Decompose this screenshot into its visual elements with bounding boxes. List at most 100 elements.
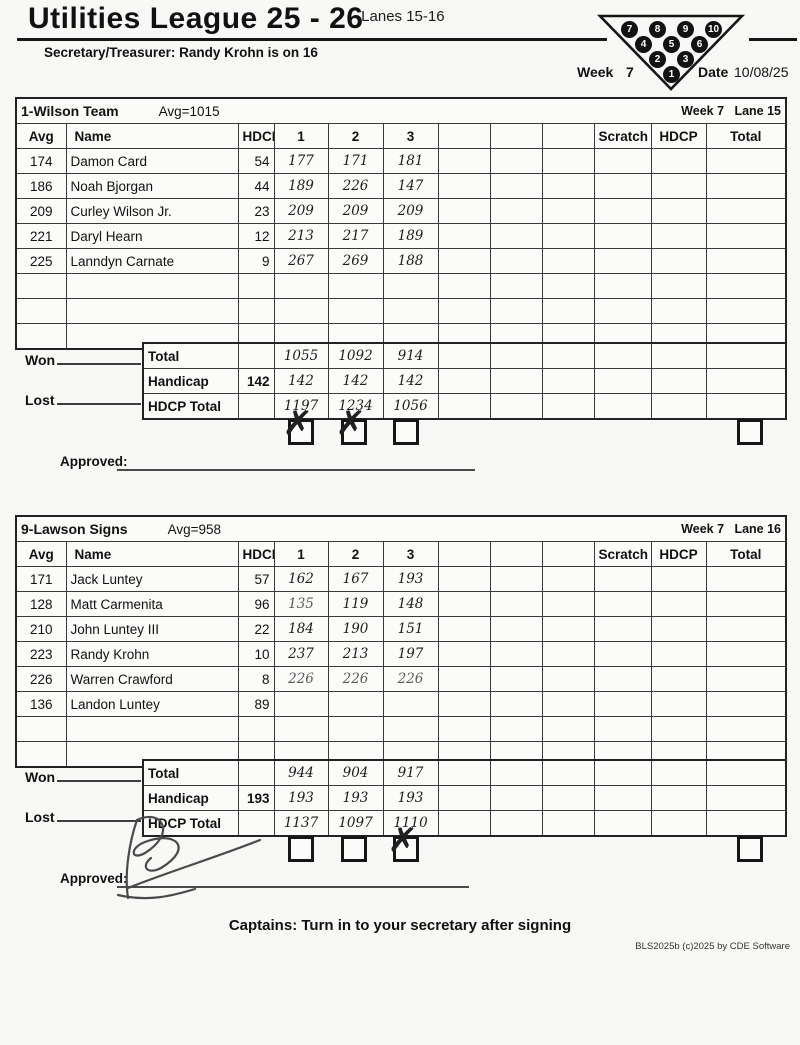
col-name: Name [65, 541, 239, 567]
col-scratch: Scratch [593, 123, 652, 149]
game2-score: 190 [327, 616, 384, 642]
x-mark: ✗ [334, 403, 367, 445]
player-hdcp: 57 [237, 566, 275, 592]
handicap-row: Handicap 193 193 193 193 [142, 785, 787, 811]
hdcp-total-g1: 1197 [273, 393, 329, 420]
game1-score: 226 [273, 666, 329, 692]
game3-win-checkbox: ✗ [387, 820, 419, 862]
total-g2: 1092 [327, 342, 384, 369]
player-avg: 174 [15, 148, 67, 174]
player-row: 221 Daryl Hearn 12 213 217 189 [15, 223, 787, 249]
approved-label: Approved: [60, 454, 128, 469]
player-avg: 210 [15, 616, 67, 642]
x-mark: ✗ [386, 820, 419, 862]
player-avg: 209 [15, 198, 67, 224]
player-name: Jack Luntey [65, 566, 239, 592]
game2-score: 209 [327, 198, 384, 224]
player-hdcp: 89 [237, 691, 275, 717]
hdcp-total-row: HDCP Total 1197 1234 1056 [142, 393, 787, 420]
col-game2: 2 [327, 123, 384, 149]
col-game2: 2 [327, 541, 384, 567]
game1-score: 135 [273, 591, 329, 617]
team2-week-lane: Week 7 Lane 16 [681, 522, 781, 536]
won-line [57, 768, 142, 782]
pin-1: 1 [663, 66, 680, 83]
player-name: Randy Krohn [65, 641, 239, 667]
handicap-g1: 142 [273, 368, 329, 394]
game3-score: 197 [382, 641, 439, 667]
pin-6: 6 [691, 36, 708, 53]
game3-score [382, 691, 439, 717]
lost-line [56, 808, 141, 822]
team2-avg: Avg=958 [167, 521, 222, 537]
total-row-label: Total [142, 342, 239, 369]
handicap-printed: 193 [237, 785, 275, 811]
game2-win-checkbox: ✗ [335, 403, 367, 445]
week-label: Week [577, 64, 614, 80]
team1-name: 1-Wilson Team [21, 103, 119, 119]
game2-score: 226 [327, 173, 384, 199]
team1-week-lane: Week 7 Lane 15 [681, 104, 781, 118]
team1-titlebar: 1-Wilson Team Avg=1015 Week 7 Lane 15 [21, 103, 781, 119]
player-hdcp: 96 [237, 591, 275, 617]
game2-score: 213 [327, 641, 384, 667]
date-label: Date [698, 64, 729, 80]
player-row: 225 Lanndyn Carnate 9 267 269 188 [15, 248, 787, 274]
game1-score: 162 [273, 566, 329, 592]
handicap-row-label: Handicap [142, 368, 239, 394]
won-line [57, 351, 142, 365]
total-g1: 1055 [273, 342, 329, 369]
player-name: Landon Luntey [65, 691, 239, 717]
player-row: 223 Randy Krohn 10 237 213 197 [15, 641, 787, 667]
player-hdcp: 8 [237, 666, 275, 692]
secretary-line: Secretary/Treasurer: Randy Krohn is on 1… [44, 45, 318, 60]
game1-score: 267 [273, 248, 329, 274]
col-avg: Avg [15, 123, 67, 149]
game3-score: 148 [382, 591, 439, 617]
player-row: 136 Landon Luntey 89 [15, 691, 787, 717]
approved-signature-line [117, 469, 475, 471]
player-row: 209 Curley Wilson Jr. 23 209 209 209 [15, 198, 787, 224]
game1-score [273, 691, 329, 717]
team2-titlebar: 9-Lawson Signs Avg=958 Week 7 Lane 16 [21, 521, 781, 537]
player-name: Noah Bjorgan [65, 173, 239, 199]
handicap-printed: 142 [237, 368, 275, 394]
column-header-row: Avg Name HDCP 1 2 3 Scratch HDCP Total [15, 541, 787, 567]
col-game3: 3 [382, 541, 439, 567]
hdcp-total-row-label: HDCP Total [142, 393, 239, 420]
lost-label: Lost [25, 808, 141, 825]
player-name: Warren Crawford [65, 666, 239, 692]
game1-win-checkbox [288, 836, 314, 862]
player-name: Damon Card [65, 148, 239, 174]
lanes-note: - Lanes 15-16 [352, 8, 445, 25]
hdcp-total-g1: 1137 [273, 810, 329, 837]
player-name: Matt Carmenita [65, 591, 239, 617]
team1-totals-table: Total 1055 1092 914 Handicap 142 142 142… [142, 342, 787, 420]
handicap-g2: 142 [327, 368, 384, 394]
game3-score: 188 [382, 248, 439, 274]
game3-score: 209 [382, 198, 439, 224]
game1-score: 237 [273, 641, 329, 667]
col-game1: 1 [273, 123, 329, 149]
player-row: 128 Matt Carmenita 96 135 119 148 [15, 591, 787, 617]
hdcp-total-g2: 1097 [327, 810, 384, 837]
game2-win-checkbox [341, 836, 367, 862]
player-row: 174 Damon Card 54 177 171 181 [15, 148, 787, 174]
pin-triangle-outline [596, 14, 746, 91]
player-row: 226 Warren Crawford 8 226 226 226 [15, 666, 787, 692]
total-g1: 944 [273, 759, 329, 786]
week-value: 7 [626, 64, 634, 80]
team1-score-table: 1-Wilson Team Avg=1015 Week 7 Lane 15 Av… [15, 97, 787, 350]
approved-label: Approved: [60, 871, 128, 886]
game3-score: 189 [382, 223, 439, 249]
game2-score: 226 [327, 666, 384, 692]
player-avg: 226 [15, 666, 67, 692]
team2-score-table: 9-Lawson Signs Avg=958 Week 7 Lane 16 Av… [15, 515, 787, 768]
game3-score: 226 [382, 666, 439, 692]
won-label: Won [25, 768, 142, 785]
handicap-g2: 193 [327, 785, 384, 811]
game2-score [327, 691, 384, 717]
column-header-row: Avg Name HDCP 1 2 3 Scratch HDCP Total [15, 123, 787, 149]
total-g2: 904 [327, 759, 384, 786]
